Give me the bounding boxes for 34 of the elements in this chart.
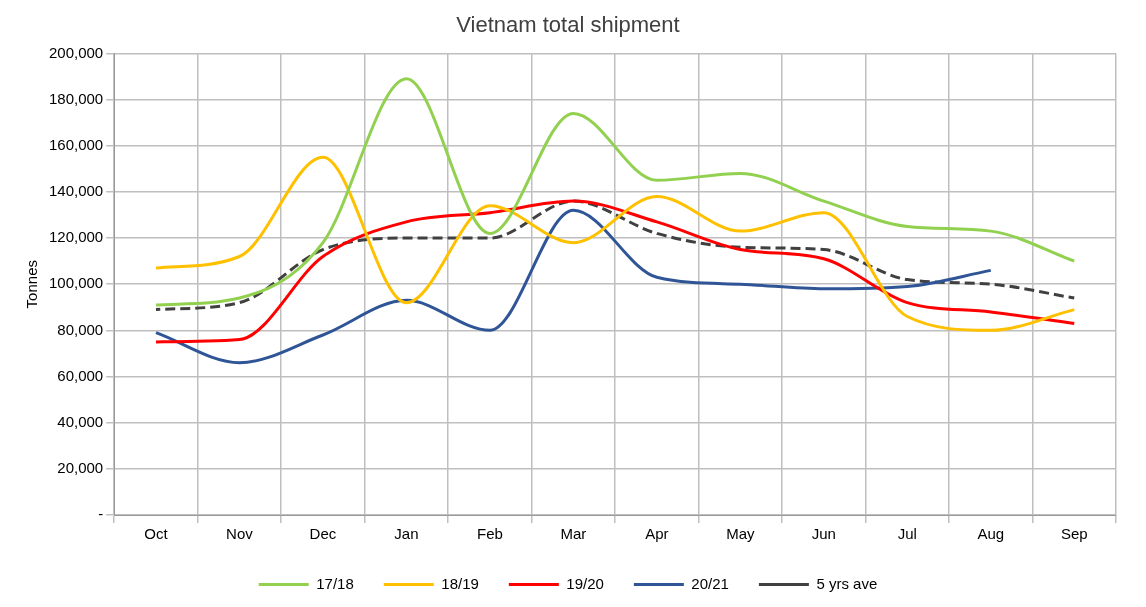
x-tick-label: Jul <box>897 525 917 543</box>
y-tick-label: 140,000 <box>48 182 104 200</box>
line-series <box>154 199 1076 344</box>
x-tick-label: Sep <box>1060 525 1088 543</box>
y-tick-label: 180,000 <box>48 89 104 107</box>
line-series <box>154 77 1076 307</box>
y-tick-label: 40,000 <box>57 412 104 430</box>
x-tick-label: Mar <box>560 525 587 543</box>
y-tick-label: 160,000 <box>48 135 104 153</box>
y-tick-label: 120,000 <box>48 228 104 246</box>
legend-label: 18/19 <box>441 574 479 592</box>
legend-label: 19/20 <box>566 574 604 592</box>
legend-label: 5 yrs ave <box>816 574 878 592</box>
y-tick-label: 100,000 <box>48 274 104 292</box>
y-tick-label: - <box>98 505 104 523</box>
legend-label: 20/21 <box>691 574 729 592</box>
y-axis-title: Tonnes <box>23 260 41 309</box>
x-tick-label: Nov <box>226 525 254 543</box>
y-tick-label: 200,000 <box>48 43 104 61</box>
y-tick-label: 60,000 <box>57 366 104 384</box>
line-series <box>154 155 1076 332</box>
x-tick-label: Aug <box>977 525 1005 543</box>
chart-title: Vietnam total shipment <box>456 12 680 38</box>
x-tick-label: Oct <box>144 525 169 543</box>
y-tick-label: 80,000 <box>57 320 104 338</box>
line-series <box>154 208 993 365</box>
legend-label: 17/18 <box>316 574 354 592</box>
x-tick-label: Apr <box>645 525 669 543</box>
x-tick-label: Dec <box>309 525 337 543</box>
x-tick-label: May <box>726 525 755 543</box>
x-tick-label: Feb <box>476 525 503 543</box>
x-tick-label: Jan <box>394 525 419 543</box>
y-tick-label: 20,000 <box>57 458 104 476</box>
x-tick-label: Jun <box>811 525 836 543</box>
